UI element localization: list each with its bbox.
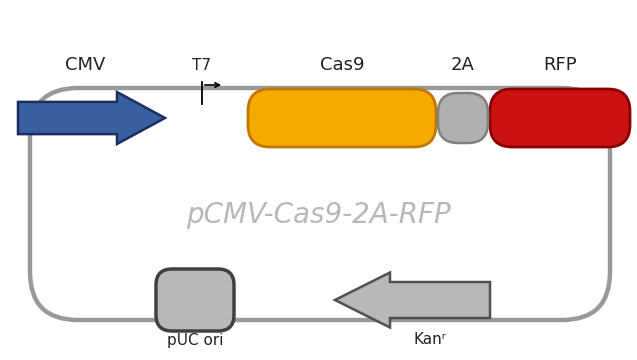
- Text: pUC ori: pUC ori: [167, 333, 223, 347]
- FancyArrow shape: [18, 92, 165, 144]
- Text: RFP: RFP: [543, 56, 577, 74]
- FancyBboxPatch shape: [438, 93, 488, 143]
- FancyArrow shape: [335, 273, 490, 328]
- Text: CMV: CMV: [65, 56, 105, 74]
- FancyBboxPatch shape: [490, 89, 630, 147]
- Text: pCMV-Cas9-2A-RFP: pCMV-Cas9-2A-RFP: [185, 201, 450, 229]
- Text: Cas9: Cas9: [320, 56, 364, 74]
- Text: Kanʳ: Kanʳ: [413, 333, 447, 347]
- FancyBboxPatch shape: [156, 269, 234, 331]
- Text: 2A: 2A: [451, 56, 475, 74]
- Text: T7: T7: [192, 58, 211, 72]
- FancyBboxPatch shape: [248, 89, 436, 147]
